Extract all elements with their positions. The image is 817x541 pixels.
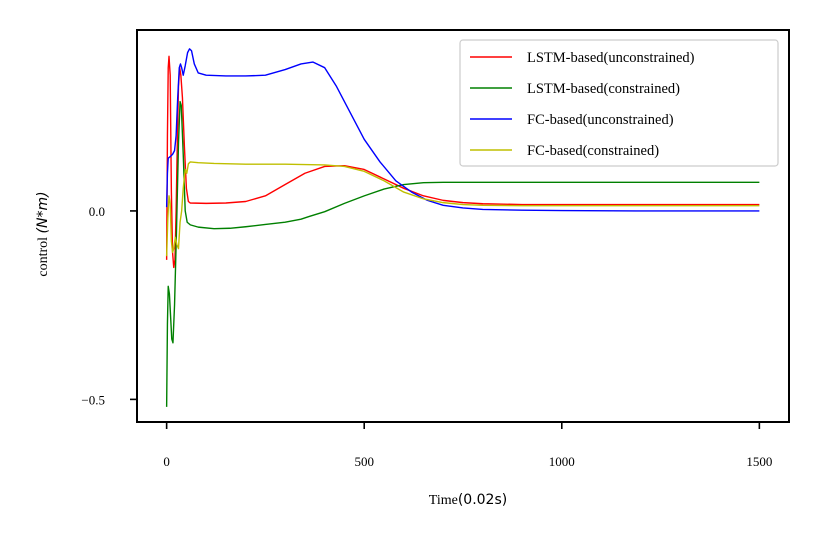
legend-frame [459,39,779,167]
x-tick-label: 1000 [549,454,575,469]
y-tick-label: −0.5 [81,392,105,407]
legend-label: FC-based(unconstrained) [527,112,674,128]
x-tick-label: 1500 [746,454,772,469]
series-line-1 [165,55,760,269]
y-axis-label: control (N*m) [35,191,51,276]
y-axis-label-unit: (N*m) [35,191,51,233]
series-layer [165,48,760,407]
x-tick-label: 500 [354,454,374,469]
legend-label: FC-based(constrained) [527,143,659,159]
y-tick-label: 0.0 [89,204,105,219]
y-axis-ticks: 0.0 −0.5 [81,204,137,407]
x-axis-ticks: 0 500 1000 1500 [163,422,772,469]
legend-label: LSTM-based(constrained) [527,81,680,97]
y-axis-label-text: control [36,233,51,276]
x-axis-label: Time(0.02s) [429,492,507,508]
x-tick-label: 0 [163,454,170,469]
legend: LSTM-based(unconstrained) LSTM-based(cons… [459,39,779,167]
series-line-3 [165,48,760,212]
legend-label: LSTM-based(unconstrained) [527,50,695,66]
x-axis-label-text: Time [429,493,458,508]
x-axis-label-unit: (0.02s) [458,492,507,508]
series-line-4 [165,161,760,257]
series-line-2 [165,100,760,407]
plot-frame [136,29,790,423]
